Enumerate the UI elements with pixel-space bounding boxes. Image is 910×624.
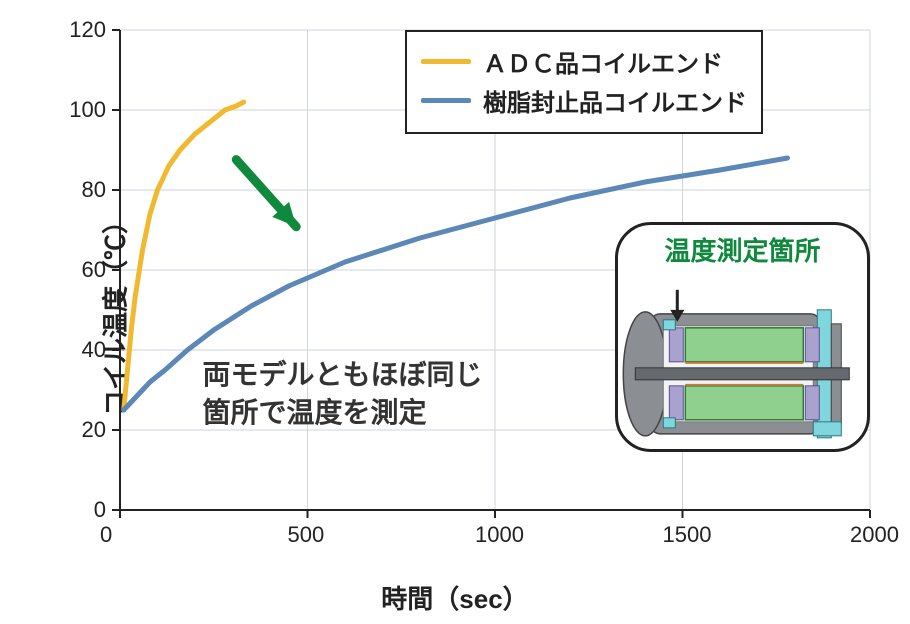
y-tick-label: 80: [82, 177, 106, 203]
annotation-line2: 箇所で温度を測定: [203, 397, 427, 428]
y-tick-label: 100: [69, 97, 106, 123]
legend-item: ＡＤＣ品コイルエンド: [421, 44, 747, 79]
legend-item: 樹脂封止品コイルエンド: [421, 83, 747, 118]
legend: ＡＤＣ品コイルエンド樹脂封止品コイルエンド: [405, 30, 763, 134]
x-tick-label: 0: [100, 522, 112, 548]
inset-panel: 温度測定箇所: [615, 222, 870, 452]
chart-container: コイル温度（℃） 時間（sec） 05001000150020000204060…: [0, 0, 910, 624]
legend-swatch: [421, 59, 471, 64]
x-tick-label: 1000: [475, 522, 524, 548]
legend-swatch: [421, 98, 471, 103]
x-tick-label: 1500: [663, 522, 712, 548]
annotation-text: 両モデルともほぼ同じ 箇所で温度を測定: [203, 356, 483, 432]
annotation-line1: 両モデルともほぼ同じ: [203, 359, 483, 390]
x-tick-label: 500: [288, 522, 325, 548]
y-tick-label: 0: [94, 497, 106, 523]
y-tick-label: 40: [82, 337, 106, 363]
inset-title: 温度測定箇所: [618, 231, 867, 268]
y-tick-label: 20: [82, 417, 106, 443]
y-tick-label: 60: [82, 257, 106, 283]
x-axis-label: 時間（sec）: [381, 579, 528, 616]
y-tick-label: 120: [69, 17, 106, 43]
legend-label: 樹脂封止品コイルエンド: [483, 83, 747, 118]
legend-label: ＡＤＣ品コイルエンド: [483, 44, 723, 79]
x-tick-label: 2000: [850, 522, 899, 548]
motor-diagram: [618, 268, 870, 452]
